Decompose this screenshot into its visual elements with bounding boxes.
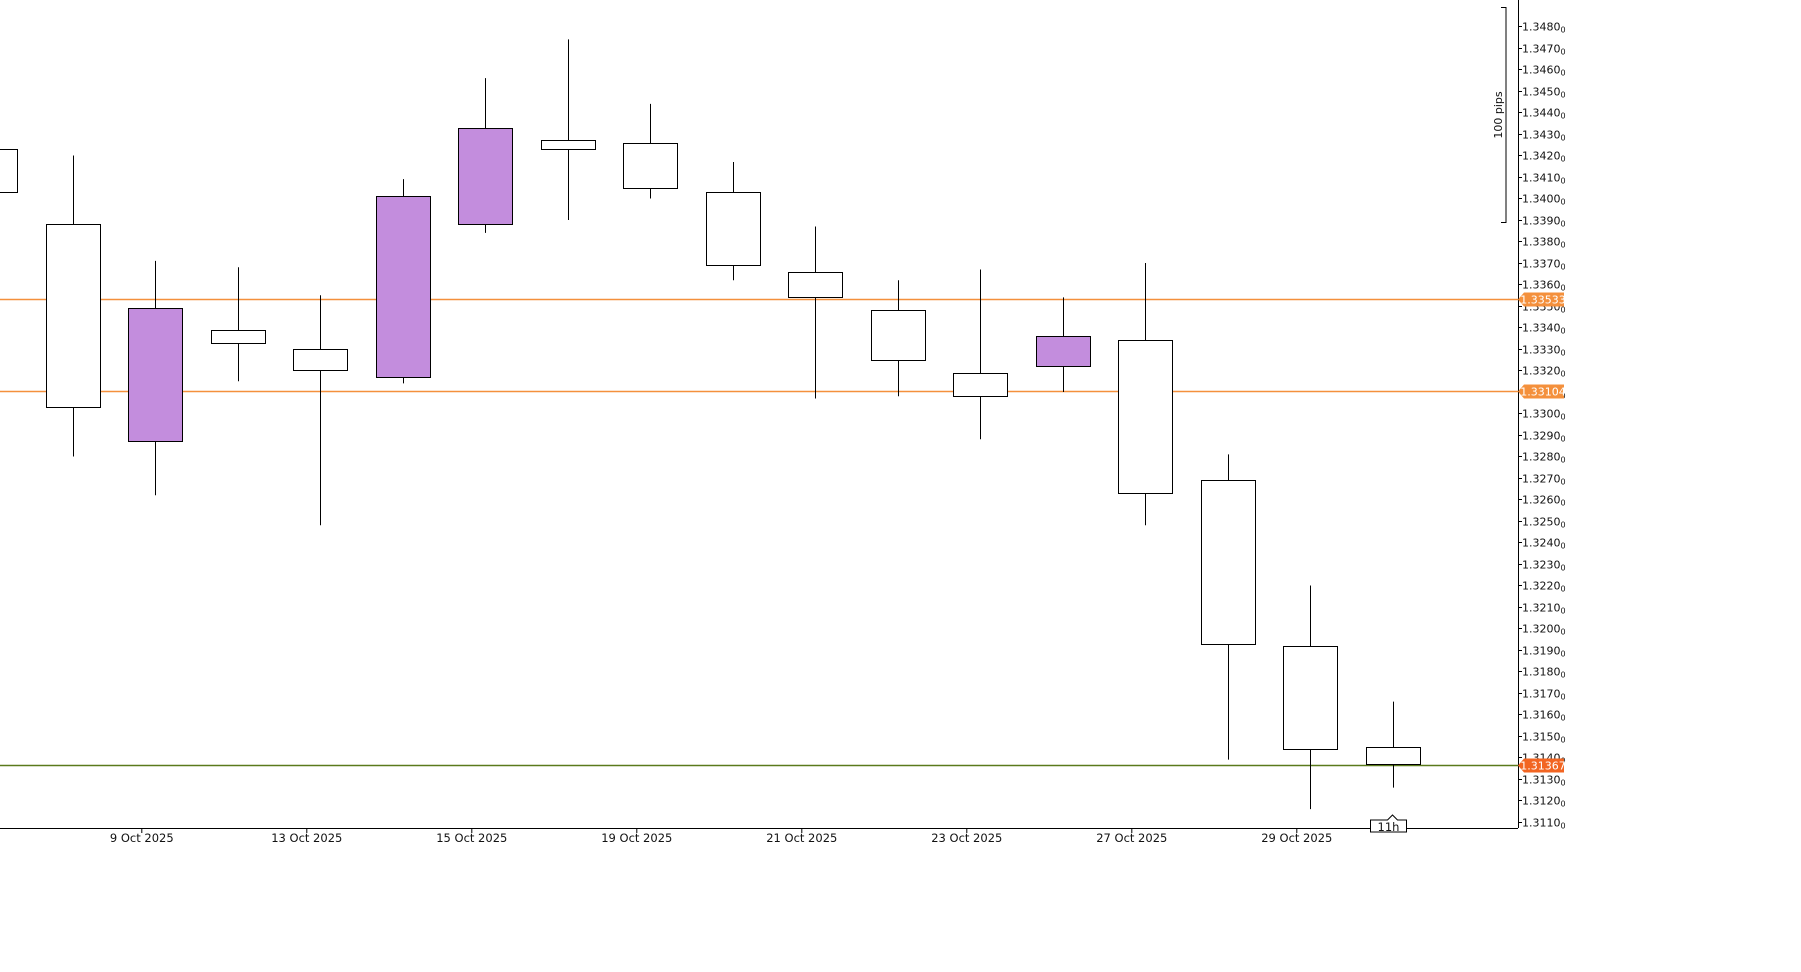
price-tick-label: 1.32000 <box>1522 623 1566 637</box>
price-tick-label: 1.32100 <box>1522 602 1566 616</box>
price-tag <box>1518 758 1564 773</box>
candles-group <box>0 39 1421 810</box>
price-tick-label: 1.33800 <box>1522 236 1566 250</box>
candle[interactable] <box>128 260 183 496</box>
candle-body <box>1366 747 1421 765</box>
price-tick-label: 1.32600 <box>1522 494 1566 508</box>
price-tick-label: 1.31600 <box>1522 709 1566 723</box>
candle-body <box>128 308 183 442</box>
countdown-marker <box>1370 814 1407 833</box>
price-tag-label: 1.33533 <box>1520 294 1566 307</box>
candle-body <box>0 149 18 193</box>
time-tick-label: 13 Oct 2025 <box>271 831 342 845</box>
candle[interactable] <box>623 103 678 199</box>
price-tick-label: 1.32800 <box>1522 451 1566 465</box>
time-tick-label: 19 Oct 2025 <box>601 831 672 845</box>
price-tick-label: 1.34500 <box>1522 86 1566 100</box>
candle[interactable] <box>706 161 761 281</box>
price-tick-label: 1.32200 <box>1522 580 1566 594</box>
candle-body <box>211 330 266 344</box>
candle-body <box>46 224 101 408</box>
time-tick-label: 29 Oct 2025 <box>1261 831 1332 845</box>
price-tag-label: 1.33104 <box>1520 386 1566 399</box>
candle[interactable] <box>46 155 101 457</box>
price-tag <box>1518 292 1564 307</box>
candle[interactable] <box>1201 454 1256 760</box>
time-tick-label: 15 Oct 2025 <box>436 831 507 845</box>
candle[interactable] <box>458 78 513 233</box>
price-tag-label: 1.31367 <box>1520 760 1566 773</box>
price-tick-label: 1.34000 <box>1522 193 1566 207</box>
candle-body <box>1036 336 1091 367</box>
price-tick-label: 1.34400 <box>1522 107 1566 121</box>
price-tick-label: 1.34800 <box>1522 21 1566 35</box>
candle[interactable] <box>788 226 843 399</box>
candle[interactable] <box>0 149 18 193</box>
price-tick-label: 1.31800 <box>1522 666 1566 680</box>
price-tick-label: 1.31500 <box>1522 731 1566 745</box>
price-axis[interactable]: 1.311001.312001.313001.314001.315001.316… <box>1518 0 1566 831</box>
candle[interactable] <box>1366 701 1421 788</box>
candle-body <box>541 140 596 150</box>
countdown-label: 11h <box>1378 820 1400 834</box>
price-tick-label: 1.33000 <box>1522 408 1566 422</box>
candle-body <box>623 143 678 189</box>
time-tick-label: 21 Oct 2025 <box>766 831 837 845</box>
candle-body <box>953 373 1008 397</box>
price-tick-label: 1.31900 <box>1522 645 1566 659</box>
price-tick-label: 1.34300 <box>1522 129 1566 143</box>
price-tick-label: 1.34600 <box>1522 64 1566 78</box>
candle[interactable] <box>953 269 1008 440</box>
price-tick-label: 1.34100 <box>1522 172 1566 186</box>
price-tick-label: 1.32500 <box>1522 516 1566 530</box>
time-tick-label: 27 Oct 2025 <box>1096 831 1167 845</box>
candle[interactable] <box>293 295 348 526</box>
candle[interactable] <box>211 267 266 382</box>
candle[interactable] <box>871 280 926 397</box>
price-tick-label: 1.32900 <box>1522 430 1566 444</box>
price-tick-label: 1.31100 <box>1522 817 1566 831</box>
candle-body <box>293 349 348 371</box>
price-tick-label: 1.31700 <box>1522 688 1566 702</box>
horizontal-price-lines[interactable] <box>0 298 1518 767</box>
pips-ruler: 100 pips <box>1492 7 1507 223</box>
price-line-tags: 1.33533 1.33104 1.31367 <box>1518 292 1566 773</box>
price-tick-label: 1.32400 <box>1522 537 1566 551</box>
price-tick-label: 1.32300 <box>1522 559 1566 573</box>
candle-body <box>1201 480 1256 645</box>
candle[interactable] <box>541 39 596 220</box>
candle-body <box>1283 646 1338 750</box>
candle-body <box>1118 340 1173 494</box>
price-tick-label: 1.31200 <box>1522 795 1566 809</box>
price-tick-label: 1.33900 <box>1522 215 1566 229</box>
candle-body <box>376 196 431 378</box>
price-tick-label: 1.33600 <box>1522 279 1566 293</box>
price-tick-label: 1.32700 <box>1522 473 1566 487</box>
price-tick-label: 1.33200 <box>1522 365 1566 379</box>
price-tick-label: 1.31300 <box>1522 774 1566 788</box>
candle[interactable] <box>376 179 431 384</box>
candle[interactable] <box>1283 585 1338 810</box>
candle[interactable] <box>1118 263 1173 526</box>
candle-body <box>788 272 843 298</box>
price-tick-label: 1.34700 <box>1522 43 1566 57</box>
price-tag <box>1518 384 1564 399</box>
price-tick-label: 1.33400 <box>1522 322 1566 336</box>
candle-body <box>706 192 761 266</box>
time-tick-label: 9 Oct 2025 <box>110 831 174 845</box>
price-tick-label: 1.33300 <box>1522 344 1566 358</box>
candle[interactable] <box>1036 297 1091 392</box>
price-tick-label: 1.33700 <box>1522 258 1566 272</box>
pips-ruler-bracket <box>1501 7 1507 223</box>
candle-body <box>458 128 513 225</box>
candle-body <box>871 310 926 361</box>
price-tick-label: 1.34200 <box>1522 150 1566 164</box>
pips-ruler-label: 100 pips <box>1492 91 1505 139</box>
time-tick-label: 23 Oct 2025 <box>931 831 1002 845</box>
